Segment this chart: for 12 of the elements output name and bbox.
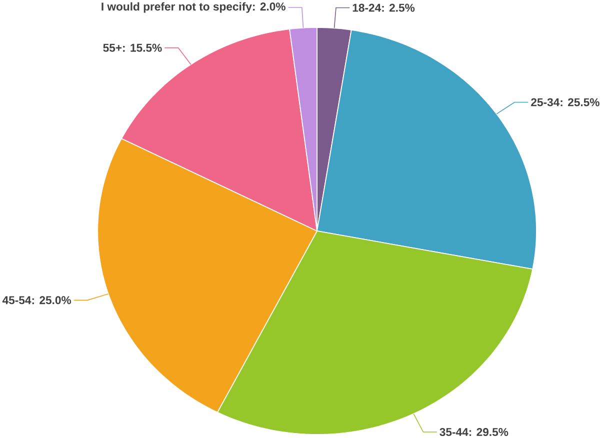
data-label: : 15.5%: [123, 44, 162, 52]
slice-label: 18-24: [352, 4, 382, 12]
data-label: : 2.0%: [253, 2, 286, 10]
data-label: : 25.0%: [32, 296, 72, 304]
data-label: : 29.5%: [469, 428, 508, 436]
data-label: : 2.5%: [382, 4, 415, 12]
slice-label: I would prefer not to specify: [102, 2, 252, 13]
slice-label: 25-34: [531, 98, 560, 106]
slice-label: 55+: [103, 44, 122, 52]
slice-label: 35-44: [440, 428, 468, 436]
slice-label: 45-54: [2, 296, 32, 304]
data-label: : 25.5%: [560, 98, 600, 106]
